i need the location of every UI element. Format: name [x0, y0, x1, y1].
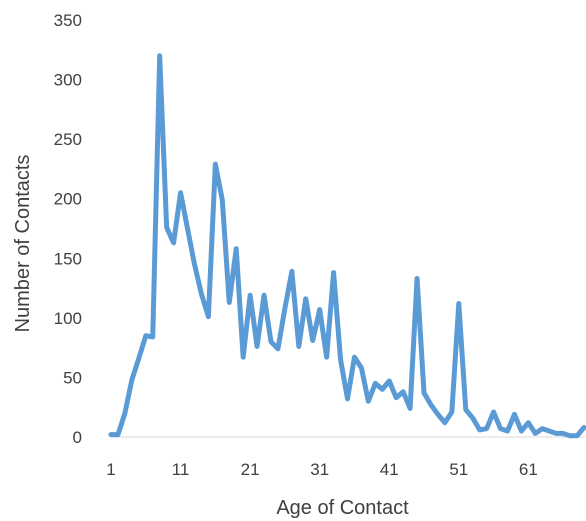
y-tick-label: 150 [54, 249, 82, 268]
x-tick-label: 11 [172, 460, 190, 479]
y-axis-tick-labels: 0 50 100 150 200 250 300 350 [54, 11, 82, 447]
y-tick-label: 0 [73, 428, 82, 447]
x-tick-label: 41 [380, 460, 399, 479]
plot-area [108, 53, 586, 439]
y-axis-title: Number of Contacts [12, 155, 34, 333]
x-axis-tick-labels: 1 11 21 31 41 51 61 [106, 460, 538, 479]
y-tick-label: 350 [54, 11, 82, 30]
x-tick-label: 51 [449, 460, 468, 479]
x-tick-label: 1 [106, 460, 115, 479]
series-line-0 [108, 53, 586, 439]
x-tick-label: 21 [241, 460, 260, 479]
y-tick-label: 200 [54, 190, 82, 209]
y-tick-label: 50 [63, 368, 82, 387]
y-tick-label: 100 [54, 309, 82, 328]
y-tick-label: 300 [54, 71, 82, 90]
x-tick-label: 61 [519, 460, 538, 479]
y-tick-label: 250 [54, 130, 82, 149]
x-tick-label: 31 [310, 460, 329, 479]
x-axis-title: Age of Contact [276, 497, 409, 519]
